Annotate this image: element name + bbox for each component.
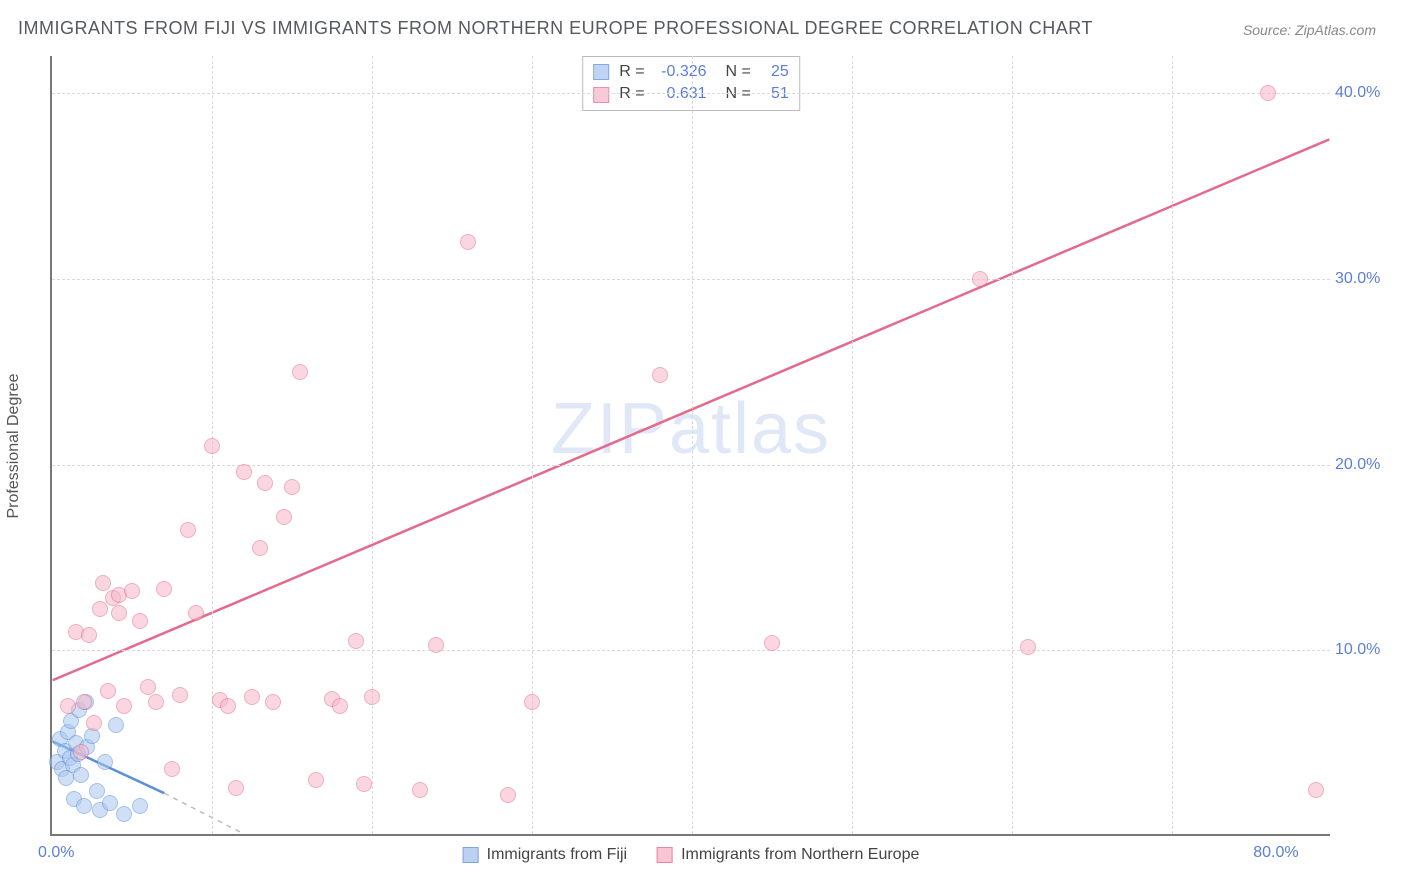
data-point	[172, 687, 188, 703]
legend-swatch	[463, 847, 479, 863]
data-point	[284, 479, 300, 495]
watermark: ZIPatlas	[551, 388, 831, 470]
legend-item: Immigrants from Fiji	[463, 846, 627, 864]
stat-n-value: 51	[761, 83, 789, 105]
x-tick-label: 80.0%	[1253, 844, 1298, 862]
data-point	[97, 754, 113, 770]
data-point	[236, 464, 252, 480]
data-point	[124, 583, 140, 599]
data-point	[412, 782, 428, 798]
data-point	[148, 694, 164, 710]
series-legend: Immigrants from Fiji Immigrants from Nort…	[463, 846, 920, 864]
data-point	[132, 798, 148, 814]
watermark-text: ZIP	[551, 389, 669, 469]
stats-row: R = -0.326 N = 25	[593, 61, 789, 83]
data-point	[244, 689, 260, 705]
data-point	[156, 581, 172, 597]
data-point	[1308, 782, 1324, 798]
stats-row: R = 0.631 N = 51	[593, 83, 789, 105]
plot-area: ZIPatlas R =-0.326 N =25R =0.631 N =51 I…	[50, 56, 1330, 836]
data-point	[257, 475, 273, 491]
y-tick-label: 10.0%	[1335, 641, 1390, 659]
legend-swatch	[593, 87, 609, 103]
stat-r-value: 0.631	[655, 83, 707, 105]
data-point	[180, 522, 196, 538]
data-point	[460, 234, 476, 250]
data-point	[348, 633, 364, 649]
data-point	[428, 637, 444, 653]
stat-n-label: N =	[717, 61, 751, 83]
data-point	[364, 689, 380, 705]
source-attribution: Source: ZipAtlas.com	[1243, 22, 1376, 38]
stat-n-value: 25	[761, 61, 789, 83]
stats-legend: R = -0.326 N = 25 R = 0.631 N = 51	[582, 56, 800, 111]
data-point	[116, 806, 132, 822]
chart-title: IMMIGRANTS FROM FIJI VS IMMIGRANTS FROM …	[18, 18, 1093, 39]
gridline-v	[692, 56, 693, 834]
data-point	[308, 772, 324, 788]
data-point	[164, 761, 180, 777]
gridline-v	[1012, 56, 1013, 834]
data-point	[188, 605, 204, 621]
legend-swatch	[657, 847, 673, 863]
stat-r-value: -0.326	[655, 61, 707, 83]
data-point	[265, 694, 281, 710]
gridline-v	[852, 56, 853, 834]
gridline-v	[532, 56, 533, 834]
data-point	[252, 540, 268, 556]
legend-label: Immigrants from Northern Europe	[681, 846, 919, 864]
y-tick-label: 40.0%	[1335, 84, 1390, 102]
legend-item: Immigrants from Northern Europe	[657, 846, 919, 864]
data-point	[108, 717, 124, 733]
data-point	[764, 635, 780, 651]
gridline-v	[372, 56, 373, 834]
legend-swatch	[593, 64, 609, 80]
data-point	[102, 795, 118, 811]
y-tick-label: 20.0%	[1335, 456, 1390, 474]
gridline-h	[52, 650, 1330, 651]
y-axis-label: Professional Degree	[5, 374, 23, 519]
data-point	[1020, 639, 1036, 655]
data-point	[204, 438, 220, 454]
data-point	[1260, 85, 1276, 101]
data-point	[76, 798, 92, 814]
data-point	[332, 698, 348, 714]
stat-r-label: R =	[619, 83, 644, 105]
data-point	[92, 601, 108, 617]
gridline-h	[52, 93, 1330, 94]
data-point	[95, 575, 111, 591]
data-point	[220, 698, 236, 714]
gridline-h	[52, 279, 1330, 280]
stat-n-label: N =	[717, 83, 751, 105]
data-point	[116, 698, 132, 714]
data-point	[228, 780, 244, 796]
data-point	[276, 509, 292, 525]
data-point	[81, 627, 97, 643]
data-point	[132, 613, 148, 629]
data-point	[86, 715, 102, 731]
gridline-v	[1172, 56, 1173, 834]
data-point	[292, 364, 308, 380]
data-point	[100, 683, 116, 699]
data-point	[524, 694, 540, 710]
data-point	[111, 605, 127, 621]
data-point	[972, 271, 988, 287]
data-point	[73, 767, 89, 783]
data-point	[652, 367, 668, 383]
data-point	[140, 679, 156, 695]
data-point	[73, 744, 89, 760]
data-point	[60, 698, 76, 714]
stat-r-label: R =	[619, 61, 644, 83]
y-tick-label: 30.0%	[1335, 270, 1390, 288]
data-point	[76, 694, 92, 710]
trend-lines-layer	[52, 56, 1330, 834]
legend-label: Immigrants from Fiji	[487, 846, 627, 864]
data-point	[500, 787, 516, 803]
x-tick-label: 0.0%	[38, 844, 74, 862]
data-point	[356, 776, 372, 792]
